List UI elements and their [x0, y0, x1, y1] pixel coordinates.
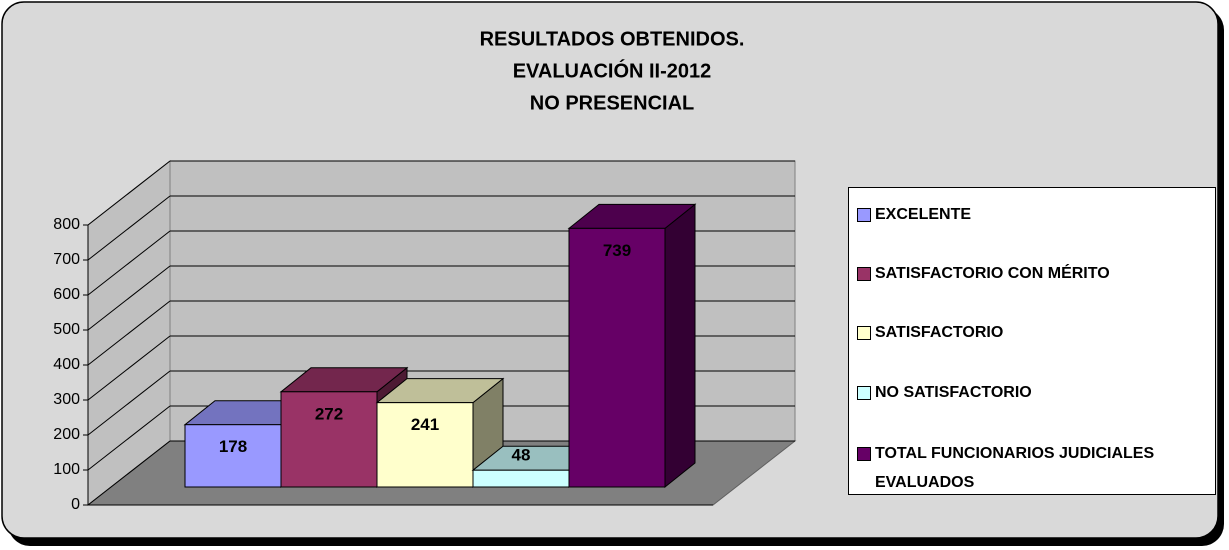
grid-line: [87, 265, 171, 331]
grid-line: [87, 160, 171, 226]
grid-line: [87, 300, 171, 366]
legend-label: SATISFACTORIO CON MÉRITO: [875, 265, 1110, 282]
bar: [376, 402, 474, 488]
chart-title: NO PRESENCIAL: [530, 92, 694, 114]
legend-label: NO SATISFACTORIO: [875, 384, 1032, 401]
legend-swatch: [857, 267, 871, 281]
data-label: 48: [512, 446, 531, 465]
data-label: 739: [603, 241, 631, 260]
legend-label: EXCELENTE: [875, 206, 972, 223]
data-label: 272: [315, 404, 343, 423]
y-tick-label: 500: [53, 321, 80, 338]
chart-title: EVALUACIÓN II-2012: [513, 58, 712, 82]
legend-swatch: [857, 208, 871, 222]
grid-line: [87, 230, 171, 296]
grid-line: [87, 440, 171, 506]
legend-item: SATISFACTORIO CON MÉRITO: [857, 259, 1207, 288]
grid-line: [87, 405, 171, 471]
legend-label: TOTAL FUNCIONARIOS JUDICIALES EVALUADOS: [875, 445, 1155, 491]
legend-item: SATISFACTORIO: [857, 318, 1207, 347]
y-tick-label: 600: [53, 286, 80, 303]
grid-line: [87, 335, 171, 401]
bar: [184, 424, 282, 488]
legend-item: NO SATISFACTORIO: [857, 378, 1207, 407]
legend: EXCELENTE SATISFACTORIO CON MÉRITO SATISFA…: [848, 187, 1216, 495]
data-label: 178: [219, 437, 247, 456]
chart-title: RESULTADOS OBTENIDOS.: [480, 28, 745, 50]
bar-side: [664, 203, 696, 489]
y-tick-label: 700: [53, 251, 80, 268]
grid-line: [87, 195, 171, 261]
legend-label: SATISFACTORIO: [875, 324, 1004, 341]
y-tick-label: 400: [53, 356, 80, 373]
legend-item: EXCELENTE: [857, 200, 1207, 229]
grid-line: [87, 370, 171, 436]
bar: [280, 391, 378, 488]
y-tick-label: 300: [53, 391, 80, 408]
bar: [568, 227, 666, 488]
y-tick-label: 200: [53, 426, 80, 443]
data-label: 241: [411, 415, 439, 434]
legend-swatch: [857, 386, 871, 400]
bar: [472, 469, 570, 488]
legend-swatch: [857, 447, 871, 461]
legend-swatch: [857, 326, 871, 340]
legend-item: TOTAL FUNCIONARIOS JUDICIALES EVALUADOS: [857, 439, 1207, 497]
y-tick-label: 0: [71, 496, 80, 513]
y-tick-label: 100: [53, 461, 80, 478]
y-tick-label: 800: [53, 216, 80, 233]
